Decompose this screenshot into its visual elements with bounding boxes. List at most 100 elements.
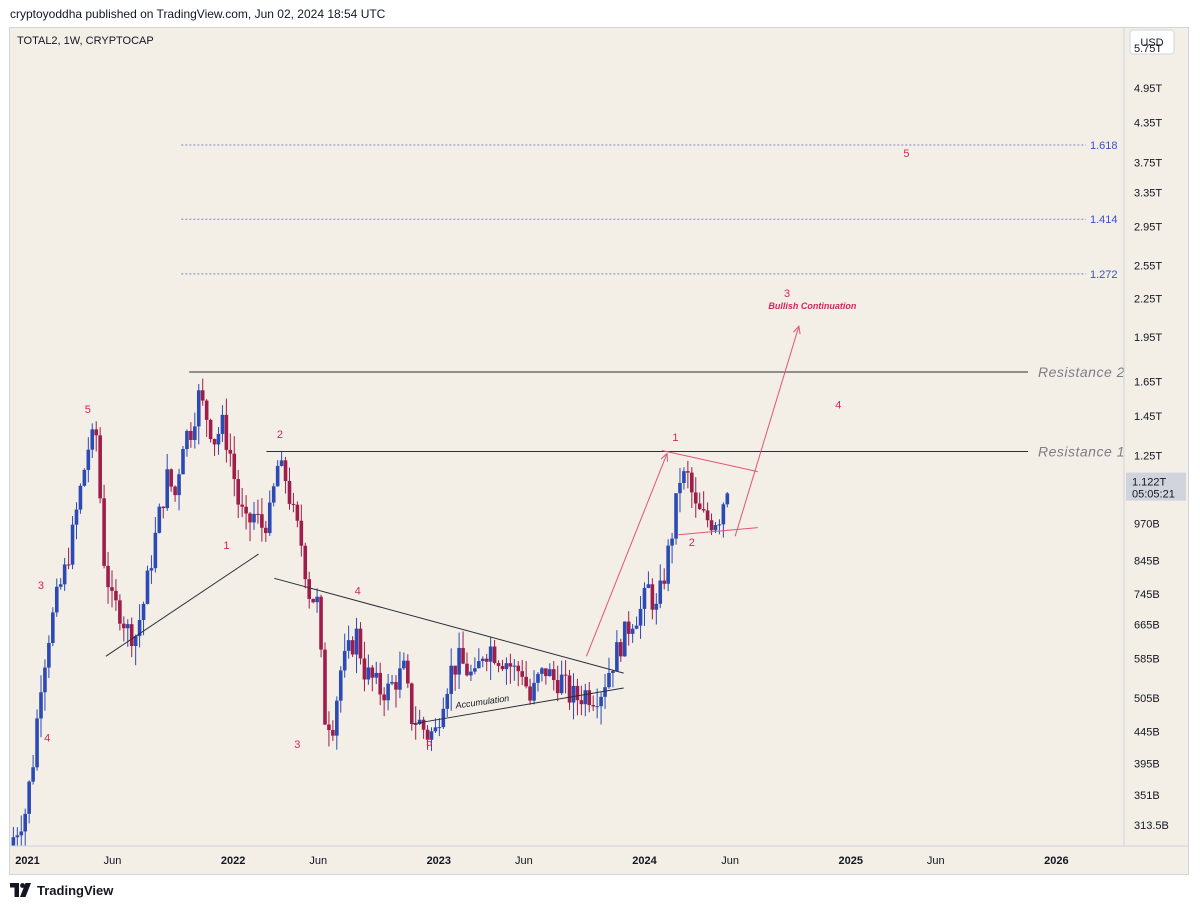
- candle-body: [118, 600, 122, 624]
- candle-body: [690, 472, 694, 493]
- price-tick-label: 445B: [1134, 727, 1160, 739]
- candle-body: [615, 642, 619, 671]
- candle-body: [678, 483, 682, 494]
- candle-body: [264, 527, 268, 534]
- candle-body: [717, 524, 722, 526]
- candle-body: [299, 520, 304, 546]
- candle-body: [137, 620, 142, 637]
- candle-body: [611, 670, 615, 674]
- time-tick-label: Jun: [927, 855, 945, 867]
- wave-label: 2: [277, 429, 283, 441]
- last-price-label: 1.122T: [1132, 477, 1167, 489]
- candle-body: [114, 590, 118, 601]
- arrow-head: [660, 452, 669, 462]
- horizontal-levels: 1.618 1.414 1.272 Resistance 2 Resistance 1: [181, 140, 1125, 460]
- candle-body: [82, 469, 87, 486]
- candle-body: [520, 671, 525, 677]
- candle-body: [579, 700, 584, 705]
- candle-body: [366, 667, 371, 680]
- candle-body: [165, 469, 170, 509]
- candle-body: [311, 598, 315, 603]
- candle-body: [216, 433, 221, 445]
- candle-body: [54, 586, 59, 613]
- price-tick-label: 1.95T: [1134, 332, 1162, 344]
- wave-label: 3: [784, 288, 790, 300]
- chart-frame[interactable]: 1.618 1.414 1.272 Resistance 2 Resistance 1 …: [9, 27, 1189, 875]
- candle-body: [532, 682, 536, 701]
- candle-body: [421, 719, 426, 730]
- candle-body: [654, 603, 659, 610]
- candle-body: [429, 731, 434, 740]
- candle-body: [70, 524, 75, 565]
- candle-body: [548, 669, 552, 677]
- trendline: [678, 527, 758, 536]
- price-tick-label: 1.25T: [1134, 451, 1162, 463]
- candle-body: [646, 584, 651, 588]
- candle-body: [232, 453, 237, 480]
- price-tick-label: 1.45T: [1134, 411, 1162, 423]
- candle-body: [402, 660, 406, 669]
- time-axis-bg: [10, 846, 1188, 874]
- candle-body: [319, 596, 323, 650]
- wave-label: 5: [85, 404, 91, 416]
- arrow-head: [793, 325, 801, 335]
- candle-body: [94, 429, 99, 436]
- last-price-box: [1126, 472, 1186, 501]
- candle-body: [658, 580, 663, 604]
- candle-body: [725, 493, 730, 505]
- wave-label: 3: [294, 739, 300, 751]
- candle-body: [563, 674, 568, 676]
- candle-body: [516, 665, 521, 672]
- resistance-label: Resistance 2: [1038, 364, 1125, 380]
- time-tick-label: 2021: [15, 855, 39, 867]
- wave-label: 4: [835, 399, 841, 411]
- wave-labels: 5 3 4 1 2 4 3 5 1 2 3 4 5 Bullish Continuation Accumul…: [38, 148, 910, 751]
- candle-body: [473, 668, 477, 672]
- candle-body: [445, 693, 450, 709]
- candle-body: [98, 435, 102, 499]
- candle-body: [508, 663, 513, 667]
- candle-body: [125, 624, 130, 629]
- price-axis-bg: [1124, 28, 1188, 846]
- candle-body: [295, 504, 300, 521]
- candle-body: [484, 658, 489, 662]
- candle-body: [390, 682, 394, 684]
- wave-label: 4: [355, 585, 361, 597]
- candle-body: [619, 642, 623, 657]
- candle-body: [492, 646, 497, 664]
- candle-body: [449, 665, 454, 694]
- candle-body: [161, 506, 166, 509]
- candle-body: [709, 520, 714, 531]
- price-tick-label: 5.75T: [1134, 43, 1162, 55]
- candle-body: [622, 621, 627, 657]
- candle-body: [480, 658, 485, 662]
- candle-body: [697, 503, 702, 510]
- candle-body: [51, 612, 55, 643]
- price-tick-label: 4.95T: [1134, 83, 1162, 95]
- candle-body: [382, 694, 386, 701]
- projection-arrow: [585, 453, 668, 657]
- candle-body: [457, 647, 461, 675]
- candle-body: [133, 636, 138, 646]
- price-tick-label: 3.35T: [1134, 187, 1162, 199]
- currency-button[interactable]: [1129, 29, 1175, 55]
- price-tick-label: 845B: [1134, 555, 1160, 567]
- fib-level-label: 1.272: [1090, 269, 1118, 281]
- candle-body: [634, 625, 639, 629]
- candle-body: [433, 727, 438, 732]
- time-tick-label: 2022: [221, 855, 245, 867]
- candle-body: [236, 479, 241, 505]
- candle-body: [90, 429, 95, 450]
- candle-body: [453, 665, 457, 675]
- candle-body: [477, 661, 481, 669]
- price-tick-label: 2.25T: [1134, 294, 1162, 306]
- candle-body: [559, 674, 564, 694]
- candle-body: [27, 781, 31, 814]
- footer-brand[interactable]: TradingView: [10, 880, 113, 900]
- candle-body: [555, 680, 560, 694]
- time-tick-label: 2024: [632, 855, 657, 867]
- candle-body: [342, 650, 347, 671]
- candle-body: [512, 665, 517, 667]
- candle-body: [291, 503, 296, 505]
